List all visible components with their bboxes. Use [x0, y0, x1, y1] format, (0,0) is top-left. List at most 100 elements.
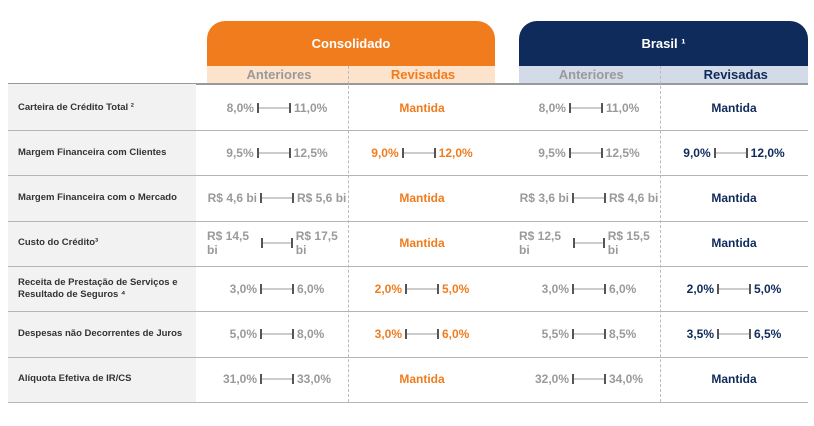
range-low: 3,5% [686, 327, 714, 341]
range-bar [568, 147, 603, 158]
range-low: 9,0% [371, 145, 399, 160]
row-label: Receita de Prestação de Serviços e Resul… [18, 276, 178, 300]
mantida-text: Mantida [399, 100, 445, 115]
range-bar [256, 147, 291, 158]
range-bar [405, 329, 439, 339]
range-bar [260, 329, 294, 339]
b-ant-cell: 9,5% 12,5% [519, 130, 659, 175]
c-rev-cell: 9,0% 12,0% [348, 130, 496, 175]
mantida-text: Mantida [399, 236, 445, 251]
range-bar [572, 283, 606, 294]
c-ant-cell: 5,0% 8,0% [207, 312, 347, 357]
range-bar [568, 102, 603, 113]
c-rev-cell: Mantida [348, 85, 496, 130]
range-low: 2,0% [686, 281, 714, 296]
label-column [8, 84, 196, 402]
range-high: R$ 17,5 bi [295, 229, 338, 258]
table-row: Receita de Prestação de Serviços e Resul… [8, 266, 808, 313]
range-high: 6,0% [297, 281, 325, 296]
mantida-text: Mantida [711, 236, 757, 251]
c-ant-cell: R$ 14,5 bi R$ 17,5 bi [207, 221, 347, 266]
range-high: 8,0% [297, 327, 325, 341]
b-ant-cell: 32,0% 34,0% [519, 357, 659, 402]
b-rev-cell: Mantida [660, 221, 808, 266]
b-ant-cell: R$ 3,6 bi R$ 4,6 bi [519, 176, 659, 221]
range-low: 32,0% [534, 372, 569, 387]
table-row: Margem Financeira com o Mercado R$ 4,6 bi… [8, 176, 808, 222]
range-low: 9,5% [538, 145, 566, 160]
table-row: Margem Financeira com Clientes 9,5% 12,5% 9… [8, 130, 808, 177]
c-rev-cell: 2,0% 5,0% [348, 266, 496, 311]
col-revisadas: Revisadas [390, 67, 456, 82]
range-low: 9,5% [226, 145, 254, 160]
c-rev-cell: 3,0% 6,0% [348, 312, 496, 357]
range-bar [713, 147, 748, 158]
range-bar [572, 374, 606, 385]
b-rev-cell: 9,0% 12,0% [660, 130, 808, 175]
brasil-header: Brasil ¹ [519, 21, 808, 66]
b-ant-cell: 8,0% 11,0% [519, 85, 659, 130]
b-rev-cell: Mantida [660, 85, 808, 130]
range-low: R$ 12,5 bi [519, 229, 562, 258]
table-row: Despesas não Decorrentes de Juros 5,0% 8,0… [8, 312, 808, 358]
row-label: Margem Financeira com Clientes [18, 146, 167, 158]
brasil-subheader: Anteriores Revisadas [519, 66, 808, 84]
range-high: 33,0% [297, 372, 332, 387]
range-high: 6,5% [754, 327, 782, 341]
range-low: 8,0% [226, 100, 254, 115]
consolidado-header: Consolidado [207, 21, 495, 66]
range-high: 5,0% [442, 281, 470, 296]
range-low: 5,5% [541, 327, 569, 341]
range-low: 3,0% [374, 327, 402, 341]
row-label: Carteira de Crédito Total ² [18, 101, 134, 113]
b-rev-cell: 2,0% 5,0% [660, 266, 808, 311]
range-high: R$ 15,5 bi [607, 229, 650, 258]
c-ant-cell: 3,0% 6,0% [207, 266, 347, 311]
range-high: 11,0% [605, 100, 640, 115]
range-bar [261, 238, 293, 249]
range-bar [573, 238, 605, 249]
range-bar [572, 193, 606, 204]
range-low: 8,0% [538, 100, 566, 115]
range-bar [256, 102, 291, 113]
b-rev-cell: Mantida [660, 176, 808, 221]
range-high: 34,0% [609, 372, 644, 387]
range-low: 2,0% [374, 281, 402, 296]
range-bar [717, 329, 751, 339]
row-label: Margem Financeira com o Mercado [18, 192, 177, 204]
range-low: R$ 14,5 bi [207, 229, 250, 258]
range-high: 6,0% [442, 327, 470, 341]
range-high: 8,5% [609, 327, 637, 341]
mantida-text: Mantida [399, 372, 445, 387]
range-low: 9,0% [683, 145, 711, 160]
table-row: Alíquota Efetiva de IR/CS 31,0% 33,0% Manti… [8, 357, 808, 403]
c-rev-cell: Mantida [348, 357, 496, 402]
b-ant-cell: 3,0% 6,0% [519, 266, 659, 311]
range-low: 3,0% [541, 281, 569, 296]
col-anteriores: Anteriores [558, 67, 624, 82]
range-low: 31,0% [222, 372, 257, 387]
b-rev-cell: 3,5% 6,5% [660, 312, 808, 357]
mantida-text: Mantida [711, 372, 757, 387]
range-high: 12,5% [605, 145, 640, 160]
range-bar [260, 193, 294, 204]
range-bar [572, 329, 606, 339]
range-low: 3,0% [229, 281, 257, 296]
row-label: Alíquota Efetiva de IR/CS [18, 373, 132, 385]
c-ant-cell: 8,0% 11,0% [207, 85, 347, 130]
range-low: R$ 4,6 bi [207, 191, 257, 206]
c-rev-cell: Mantida [348, 221, 496, 266]
range-high: 5,0% [754, 281, 782, 296]
table-row: Custo do Crédito³ R$ 14,5 bi R$ 17,5 bi Man… [8, 221, 808, 267]
range-high: 12,0% [438, 145, 473, 160]
range-bar [717, 283, 751, 294]
table-row: Carteira de Crédito Total ² 8,0% 11,0% Mant… [8, 85, 808, 131]
b-ant-cell: R$ 12,5 bi R$ 15,5 bi [519, 221, 659, 266]
col-revisadas: Revisadas [703, 67, 768, 82]
c-rev-cell: Mantida [348, 176, 496, 221]
range-bar [405, 283, 439, 294]
range-bar [260, 374, 294, 385]
mantida-text: Mantida [399, 191, 445, 206]
mantida-text: Mantida [711, 191, 757, 206]
col-anteriores: Anteriores [246, 67, 312, 82]
